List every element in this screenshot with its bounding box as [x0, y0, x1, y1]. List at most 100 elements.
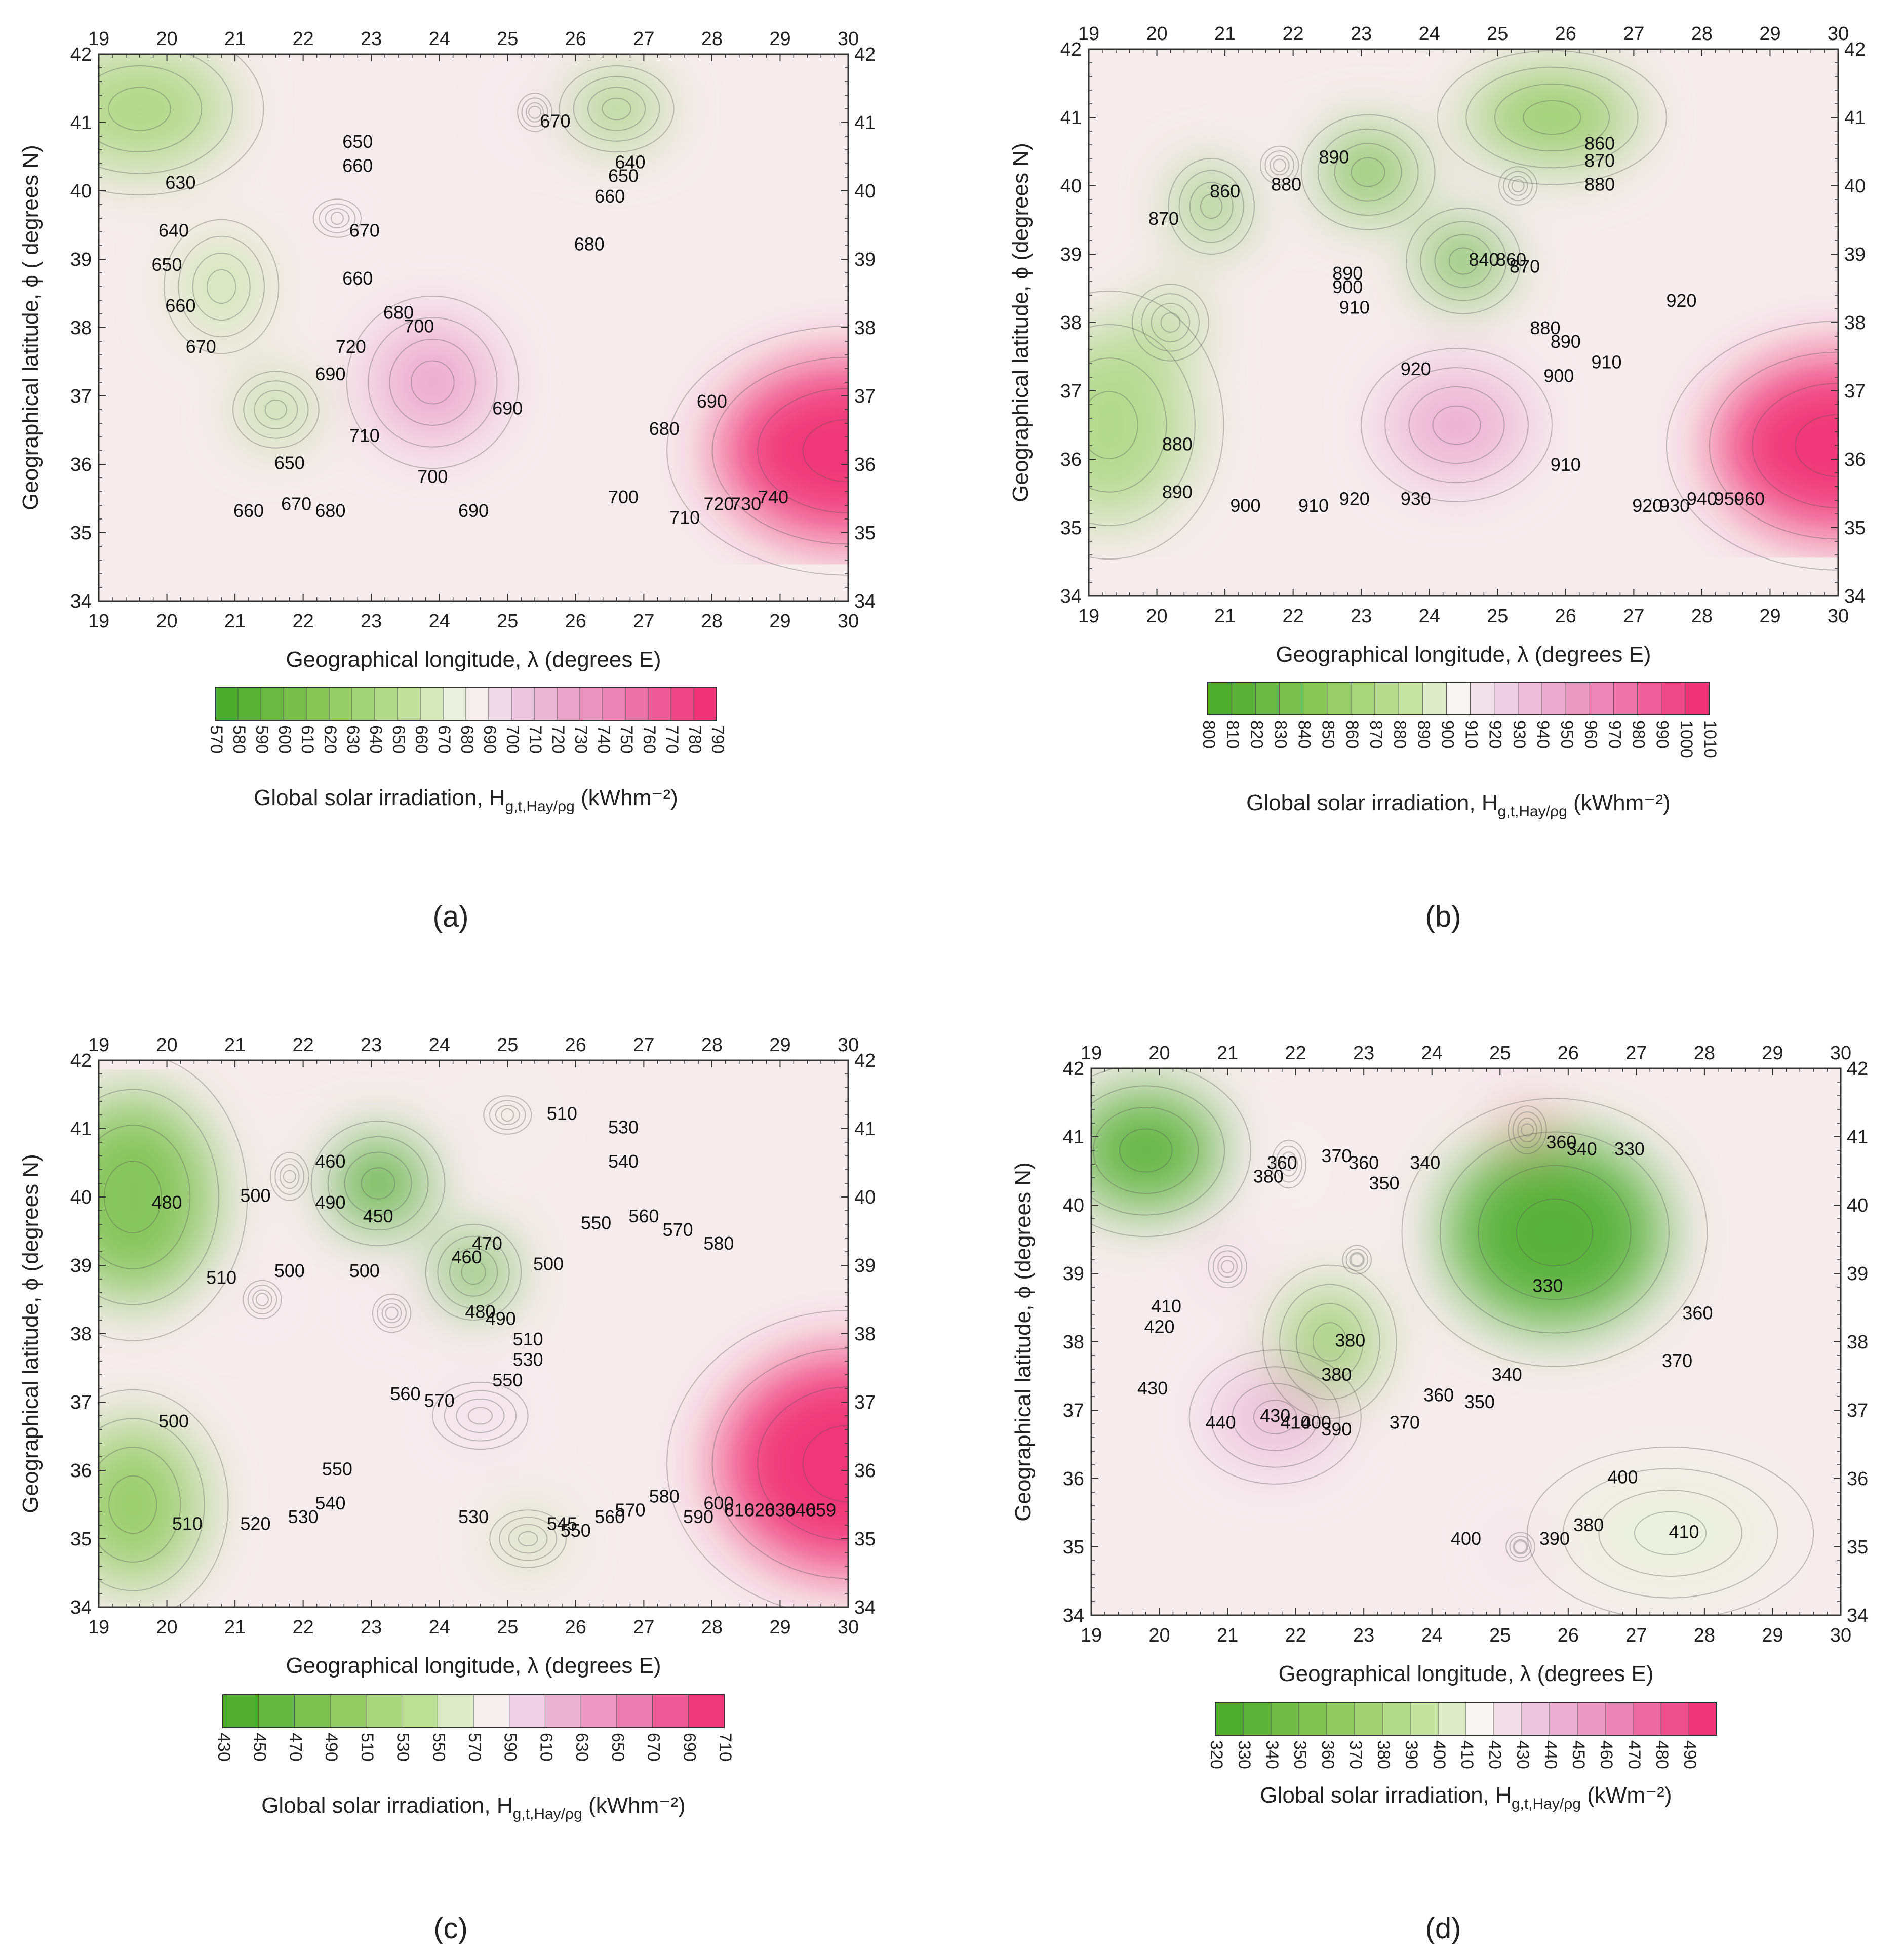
- colorbar-frame: [222, 1694, 725, 1728]
- contour-line: [99, 1089, 219, 1305]
- contour-line: [1089, 324, 1196, 526]
- y-tick-label-right: 36: [854, 454, 876, 475]
- colorbar-tick-label: 970: [1605, 720, 1624, 749]
- x-tick-label-top: 19: [1081, 1043, 1102, 1064]
- y-tick-label: 42: [1060, 39, 1082, 60]
- colorbar-tick-label: 960: [1581, 720, 1600, 749]
- contour-label: 890: [1162, 482, 1193, 502]
- field-blob: [1320, 131, 1416, 213]
- colorbar-cell: [1215, 1702, 1244, 1736]
- field-blob: [1089, 329, 1191, 521]
- colorbar-cell: [397, 687, 421, 721]
- x-tick-label-top: 25: [1489, 1043, 1511, 1064]
- contour-line: [1498, 166, 1538, 206]
- colorbar-tick-label: 650: [608, 1733, 627, 1762]
- x-tick-label: 30: [1828, 606, 1849, 627]
- colorbar-cell: [1541, 682, 1567, 715]
- colorbar-tick-label: 660: [412, 725, 431, 754]
- contour-label: 700: [404, 316, 434, 337]
- field-blob: [1470, 69, 1634, 166]
- contour-line: [1264, 150, 1294, 180]
- contour-line: [444, 1390, 517, 1442]
- colorbar-cell: [366, 1694, 403, 1728]
- colorbar-title: Global solar irradiation, Hg,t,Hay/ρg (k…: [1246, 790, 1671, 820]
- colorbar-cell: [580, 1694, 617, 1728]
- colorbar-tick-label: 610: [536, 1733, 556, 1762]
- x-tick-label: 30: [838, 1617, 859, 1638]
- colorbar-cell: [1688, 1702, 1717, 1736]
- colorbar-cell: [1326, 1702, 1355, 1736]
- axis-ticks: 19 19 20 20 21 21 22 22 23 23 24 24 25 25 26 26 27 27 28 28…: [70, 28, 876, 632]
- contour-line: [1511, 179, 1525, 192]
- x-tick-label-top: 27: [633, 1034, 654, 1056]
- contour-line: [528, 105, 542, 119]
- contour-label: 660: [342, 155, 373, 176]
- colorbar-cell: [1465, 1702, 1494, 1736]
- field-blob: [1282, 1287, 1378, 1397]
- contour-line: [99, 54, 264, 196]
- field-blob: [520, 97, 550, 128]
- contour-line: [283, 1170, 296, 1183]
- contour-label: 920: [1401, 358, 1431, 379]
- colorbar-tick-label: 430: [214, 1733, 233, 1762]
- contour-line: [1439, 1131, 1670, 1334]
- x-tick-label: 24: [1419, 606, 1440, 627]
- colorbar-frame: [1215, 1702, 1717, 1736]
- colorbar-title-unit: (kWhm⁻²): [575, 785, 678, 810]
- contour-label: 900: [1230, 495, 1260, 516]
- contour-label: 390: [1539, 1528, 1570, 1549]
- field-blob: [1715, 356, 1838, 535]
- x-tick-label: 26: [1555, 606, 1576, 627]
- y-tick-label-right: 36: [1844, 449, 1866, 470]
- colorbar-cell: [329, 687, 352, 721]
- contour-label: 380: [1253, 1166, 1284, 1187]
- contour-label: 560: [628, 1206, 659, 1226]
- contour-label: 400: [1301, 1412, 1331, 1433]
- x-tick-label-top: 29: [769, 28, 790, 50]
- y-tick-label: 41: [1063, 1127, 1084, 1148]
- y-tick-label: 37: [70, 1392, 92, 1413]
- colorbar-tick-label: 400: [1430, 1740, 1449, 1769]
- contour-label: 700: [417, 466, 448, 487]
- contour-line: [1295, 1303, 1364, 1381]
- colorbar-cell: [283, 687, 307, 721]
- contour-line: [1523, 100, 1581, 135]
- field-blob: [1143, 295, 1198, 350]
- contour-line: [99, 65, 203, 153]
- colorbar-cell: [1613, 682, 1638, 715]
- contour-label: 870: [1148, 208, 1179, 229]
- colorbar-tick-label: 800: [1199, 720, 1218, 749]
- y-tick-label-right: 38: [1847, 1332, 1868, 1353]
- x-tick-label-top: 21: [224, 28, 246, 50]
- contour-line: [192, 252, 251, 321]
- contour-line: [1512, 1111, 1542, 1148]
- field-blob: [1389, 370, 1525, 480]
- contour-line: [1232, 1383, 1319, 1451]
- colorbar-tick-label: 630: [572, 1733, 591, 1762]
- contour-line: [1517, 1117, 1537, 1143]
- contour-label: 550: [561, 1520, 591, 1541]
- y-tick-label-right: 41: [854, 112, 876, 134]
- colorbar-cell: [1298, 1702, 1327, 1736]
- contour-line: [602, 97, 631, 121]
- contour-label: 360: [1682, 1303, 1713, 1324]
- colorbar-tick-label: 320: [1207, 1740, 1226, 1769]
- contour-line: [99, 54, 233, 174]
- contour-line: [1269, 155, 1290, 176]
- caption-d: (d): [1425, 1912, 1461, 1945]
- contour-line: [489, 1509, 567, 1568]
- contour-label: 690: [697, 391, 727, 412]
- caption-a: (a): [433, 900, 469, 933]
- colorbar-cell: [1518, 682, 1543, 715]
- x-tick-label: 27: [1623, 606, 1644, 627]
- panel-a: 6506606306406506606706706606807007206907…: [18, 28, 876, 815]
- colorbar-cell: [1271, 1702, 1299, 1736]
- colorbar-cell: [670, 687, 694, 721]
- contour-label: 530: [288, 1506, 319, 1527]
- contour-line: [666, 326, 848, 576]
- y-tick-label-right: 42: [1847, 1058, 1868, 1080]
- contour-label: 500: [158, 1411, 189, 1431]
- contour-line: [1342, 1245, 1372, 1275]
- colorbar-title-main: Global solar irradiation, H: [254, 785, 505, 810]
- contour-label: 910: [1298, 495, 1329, 516]
